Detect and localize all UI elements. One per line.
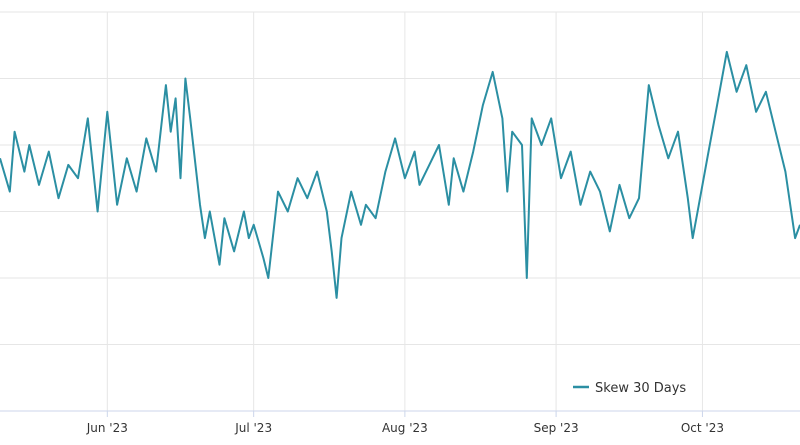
x-tick-label: Jun '23 — [86, 421, 128, 435]
series-line-skew-30-days[interactable] — [0, 50, 800, 299]
x-tick-label: Oct '23 — [681, 421, 724, 435]
x-tick-label: Sep '23 — [534, 421, 579, 435]
series-layer — [0, 50, 800, 299]
x-tick-label: Jul '23 — [234, 421, 272, 435]
x-tick-label: Aug '23 — [382, 421, 428, 435]
x-axis: Jun '23 Jul '23 Aug '23 Sep '23 Oct '23 — [0, 410, 800, 435]
grid-layer — [0, 11, 800, 411]
legend[interactable]: Skew 30 Days — [573, 381, 686, 396]
legend-label: Skew 30 Days — [595, 381, 686, 396]
